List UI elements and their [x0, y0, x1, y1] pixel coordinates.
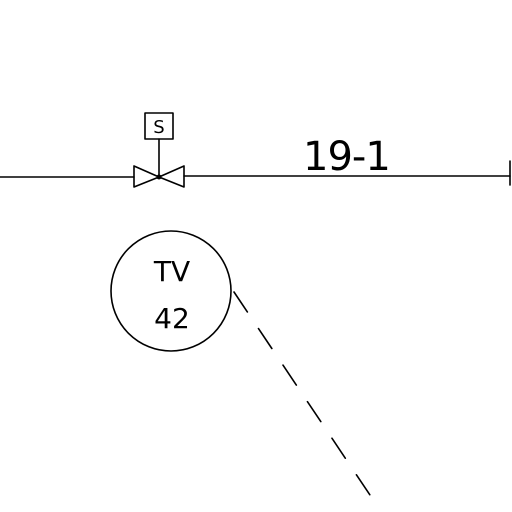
- instrument-loop-number: 42: [154, 302, 190, 335]
- instrument-circle: [110, 230, 232, 352]
- valve-body-right: [158, 165, 185, 188]
- instrument-function-code: TV: [153, 255, 190, 288]
- line-number-label: 19-1: [303, 134, 390, 180]
- actuator-label: S: [153, 117, 164, 138]
- signal-line-dashed: [233, 291, 381, 511]
- valve-body-left: [133, 165, 160, 188]
- instrument-bubble[interactable]: TV 42: [110, 230, 232, 352]
- solenoid-actuator-box: [144, 112, 174, 140]
- control-valve[interactable]: S: [133, 112, 185, 188]
